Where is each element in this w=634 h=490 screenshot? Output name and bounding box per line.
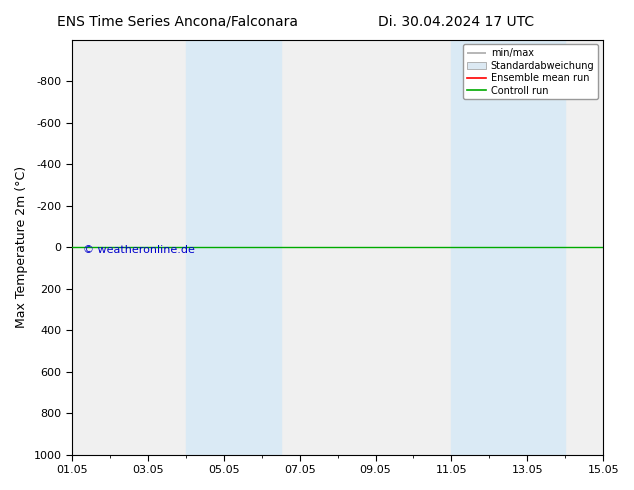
Text: Di. 30.04.2024 17 UTC: Di. 30.04.2024 17 UTC [378, 15, 534, 29]
Y-axis label: Max Temperature 2m (°C): Max Temperature 2m (°C) [15, 166, 28, 328]
Text: ENS Time Series Ancona/Falconara: ENS Time Series Ancona/Falconara [57, 15, 298, 29]
Text: © weatheronline.de: © weatheronline.de [82, 245, 195, 255]
Legend: min/max, Standardabweichung, Ensemble mean run, Controll run: min/max, Standardabweichung, Ensemble me… [463, 45, 598, 99]
Bar [451, 40, 566, 455]
Bar [186, 40, 281, 455]
